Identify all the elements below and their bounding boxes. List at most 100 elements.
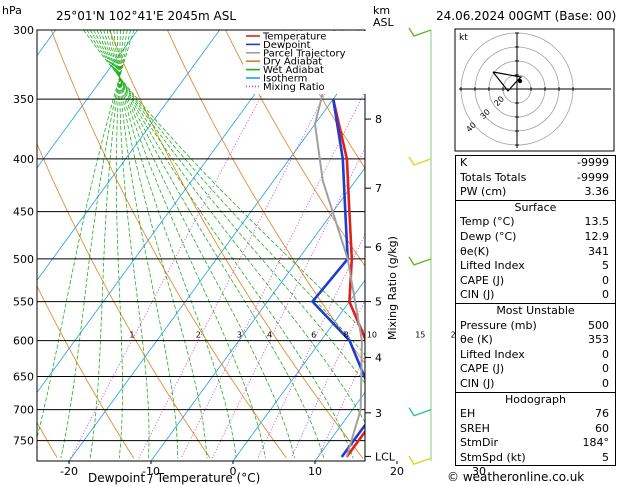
hodograph-trace [492, 71, 523, 92]
hodograph-kt-label: kt [459, 33, 468, 43]
isotherm-line [37, 30, 220, 281]
height-axis: 8 7 6 5 4 3 LCL [365, 113, 396, 463]
wind-barb [408, 455, 432, 465]
asl-label: ASL [373, 16, 395, 29]
isotherm-line [232, 279, 365, 461]
surface-value: 12.9 [584, 229, 610, 243]
mixing-ratio-label: 2 [196, 331, 201, 340]
mixing-ratio-line [70, 30, 297, 459]
wet-adiabat-line [110, 30, 237, 459]
pressure-tick-label: 400 [13, 153, 34, 166]
pressure-axis: 300 350 400 450 500 550 600 650 700 750 [13, 24, 34, 448]
hodograph-stat-row: SREH 60 [456, 422, 615, 437]
isotherm-line [68, 54, 365, 461]
dry-adiabat-line [50, 30, 287, 459]
most-unstable-label: θe (K) [460, 333, 493, 347]
index-row: Totals Totals -9999 [456, 171, 615, 186]
location-title: 25°01'N 102°41'E 2045m ASL [56, 9, 236, 23]
km-label: km [373, 4, 390, 17]
isotherm-line [150, 167, 365, 461]
wet-adiabat-line [93, 30, 365, 424]
wet-adiabat-line [37, 30, 135, 440]
wet-adiabat-line [86, 30, 365, 356]
hodograph-stat-label: SREH [460, 421, 490, 435]
most-unstable-value: 500 [588, 318, 609, 332]
most-unstable-label: Lifted Index [460, 347, 525, 361]
index-label: K [460, 156, 468, 169]
most-unstable-title: Most Unstable [496, 303, 575, 317]
most-unstable-row: Pressure (mb) 500 [456, 319, 615, 334]
pressure-tick-label: 700 [13, 404, 34, 417]
dry-adiabat-line [283, 30, 365, 170]
wet-adiabat-line [106, 30, 266, 459]
hodograph-stat-value: 5 [602, 450, 609, 464]
hodograph-stat-label: EH [460, 407, 476, 421]
surface-row: θe(K) 341 [456, 245, 615, 260]
surface-label: CAPE (J) [460, 273, 505, 287]
hodograph-stat-label: StmSpd (kt) [460, 450, 526, 464]
height-tick-label: 4 [375, 351, 382, 364]
most-unstable-label: CAPE (J) [460, 362, 505, 376]
surface-row: Lifted Index 5 [456, 259, 615, 274]
pressure-tick-label: 300 [13, 24, 34, 37]
surface-title: Surface [514, 200, 557, 214]
mixing-ratio-label: 15 [415, 331, 425, 340]
most-unstable-value: 0 [602, 362, 609, 376]
legend-box [243, 31, 371, 94]
surface-label: Temp (°C) [460, 215, 515, 229]
index-row: PW (cm) 3.36 [456, 185, 615, 200]
indices-panel: K -9999 Totals Totals -9999 PW (cm) 3.36 Surf… [455, 155, 616, 467]
index-row: K -9999 [456, 156, 615, 171]
most-unstable-row: CIN (J) 0 [456, 377, 615, 392]
plot-frame [36, 29, 366, 462]
mixing-ratio-label: 4 [267, 331, 272, 340]
datetime-title: 24.06.2024 00GMT (Base: 00) [436, 9, 616, 23]
hodograph-stat-row: StmDir 184° [456, 436, 615, 451]
wet-adiabat-line [60, 30, 131, 459]
index-value: -9999 [577, 156, 609, 169]
hodograph-stat-row: StmSpd (kt) 5 [456, 451, 615, 466]
most-unstable-value: 0 [602, 347, 609, 361]
surface-row: CAPE (J) 0 [456, 274, 615, 289]
height-tick-label: 5 [375, 296, 382, 309]
mixing-ratio-label: 1 [129, 331, 134, 340]
height-tick-label: 6 [375, 241, 382, 254]
hodograph-stat-label: StmDir [460, 436, 499, 450]
pressure-tick-label: 450 [13, 206, 34, 219]
most-unstable-value: 0 [602, 376, 609, 390]
surface-row: Temp (°C) 13.5 [456, 215, 615, 230]
mixing-ratio-label: 8 [344, 331, 349, 340]
pressure-tick-label: 750 [13, 435, 34, 448]
mixing-ratio-label: 10 [367, 331, 377, 340]
legend-label: Parcel Trajectory [263, 48, 346, 59]
surface-value: 0 [602, 273, 609, 287]
surface-label: CIN (J) [460, 288, 495, 302]
x-tick-label: 10 [308, 465, 322, 478]
x-axis-label: Dewpoint / Temperature (°C) [88, 471, 260, 485]
dry-adiabat-line [167, 30, 365, 365]
surface-value: 341 [588, 244, 609, 258]
height-tick-label: 7 [375, 182, 382, 195]
wind-barbs [408, 27, 432, 465]
isotherm-line [37, 30, 138, 169]
x-tick-label: 30 [472, 465, 486, 478]
hodograph-table-title: Hodograph [505, 392, 566, 406]
wind-barb [408, 256, 432, 266]
wet-adiabat-line [83, 30, 365, 333]
hodograph-stat-value: 184° [582, 436, 610, 450]
hodograph-stat-row: EH 76 [456, 407, 615, 422]
wet-adiabat-line [89, 30, 128, 459]
pressure-tick-label: 600 [13, 335, 34, 348]
legend-label: Temperature [262, 32, 326, 43]
wind-barb [408, 407, 432, 417]
pressure-tick-label: 550 [13, 296, 34, 309]
x-tick-label: 20 [390, 465, 404, 478]
mixing-ratio-label: 3 [237, 331, 242, 340]
surface-row: Dewp (°C) 12.9 [456, 230, 615, 245]
wind-barb [408, 27, 432, 37]
pressure-tick-label: 350 [13, 93, 34, 106]
dry-adiabat-line [225, 30, 365, 267]
